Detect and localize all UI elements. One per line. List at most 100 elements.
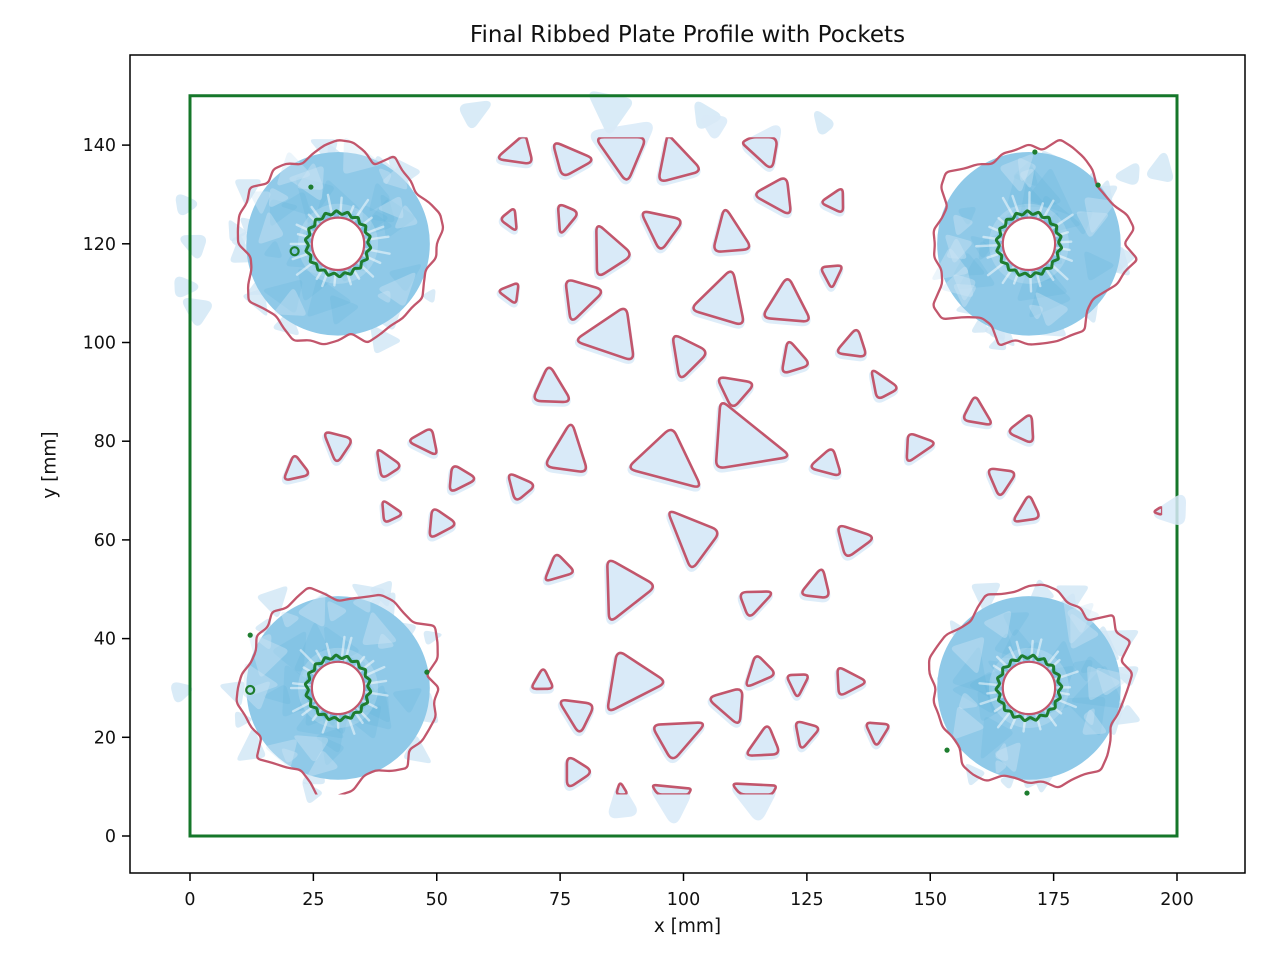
x-axis-label: x [mm] [653,916,722,937]
pale-blob [175,194,198,216]
pocket [801,568,830,599]
pocket [810,448,842,477]
pocket [836,667,866,696]
plot-area [171,91,1186,838]
pale-blob [180,234,207,259]
pocket [533,366,571,404]
plate-rect [188,94,1179,838]
pocket [962,396,992,426]
pocket [606,559,655,621]
pocket [565,756,592,788]
pocket [709,688,744,724]
pocket [428,508,456,538]
pocket [556,203,578,234]
boss-contour [236,139,445,346]
pocket [615,782,628,795]
pocket [376,449,401,478]
pocket [755,177,792,215]
gear-ring [994,209,1064,279]
pocket [763,278,810,323]
pocket [865,721,890,746]
pocket [500,208,518,231]
hole-circle-outline [1001,660,1057,716]
pocket [498,282,520,304]
green-speck [245,684,256,696]
hole-circle-outline [310,216,366,272]
y-tick-label: 80 [94,432,116,452]
pocket [448,465,476,492]
pocket [507,473,535,501]
pale-blob [171,682,193,703]
gear-ring [303,653,373,723]
pocket [1008,414,1035,444]
pocket-outlines [283,137,1163,795]
pocket [409,428,438,456]
pocket [497,137,533,165]
pocket [545,423,588,473]
bolt-hole [1002,661,1056,715]
gear-ring [994,653,1064,723]
pale-blob [174,276,199,298]
green-speck [424,669,430,675]
boss-contour [932,139,1138,346]
x-tick-label: 125 [790,890,823,910]
pocket [596,137,646,181]
pocket [323,431,352,463]
pocket [717,376,754,408]
pale-blob [813,110,834,135]
x-tick-label: 100 [667,890,700,910]
y-tick-label: 0 [105,827,116,847]
boss-contour [927,583,1133,789]
bolt-hole [1002,217,1056,270]
pocket [559,698,594,733]
hole-circle-outline [310,660,366,716]
pocket [283,454,310,481]
boss [228,138,436,354]
boss [220,580,442,804]
pocket [905,432,935,463]
pocket [732,782,777,795]
pocket-fill [701,115,728,139]
pocket [746,725,780,757]
green-speck [1032,149,1038,155]
pocket [564,279,603,321]
pocket [668,510,719,569]
y-tick-label: 20 [94,728,116,748]
x-tick-label: 50 [426,890,448,910]
pocket [714,402,789,469]
pocket [739,590,773,617]
x-tick-label: 75 [549,890,571,910]
pale-blob [459,100,491,129]
y-tick-label: 100 [83,334,116,354]
pocket [837,524,874,558]
pocket [821,187,845,213]
boss-regions [220,138,1140,804]
pocket [531,668,554,691]
green-specks [245,149,1101,796]
pocket [576,307,635,361]
hole-circle-outline [1001,216,1057,272]
y-tick-label: 120 [83,235,116,255]
pocket [653,721,705,760]
x-tick-label: 25 [302,890,324,910]
boss-outlines [235,139,1138,795]
pocket [745,655,775,688]
pocket [544,553,574,582]
pocket [629,428,701,488]
pocket [1013,495,1040,523]
green-speck [289,246,300,257]
y-axis-label: y [mm] [39,431,61,499]
boss [932,150,1136,351]
pocket [741,137,778,169]
pocket [786,673,809,698]
y-tick-label: 140 [83,136,116,156]
pocket [794,720,820,749]
y-tick-label: 40 [94,630,116,650]
pale-blob [1147,152,1174,182]
x-tick-label: 150 [914,890,947,910]
green-speck [944,747,950,753]
pocket [836,328,867,358]
pocket [381,500,403,523]
